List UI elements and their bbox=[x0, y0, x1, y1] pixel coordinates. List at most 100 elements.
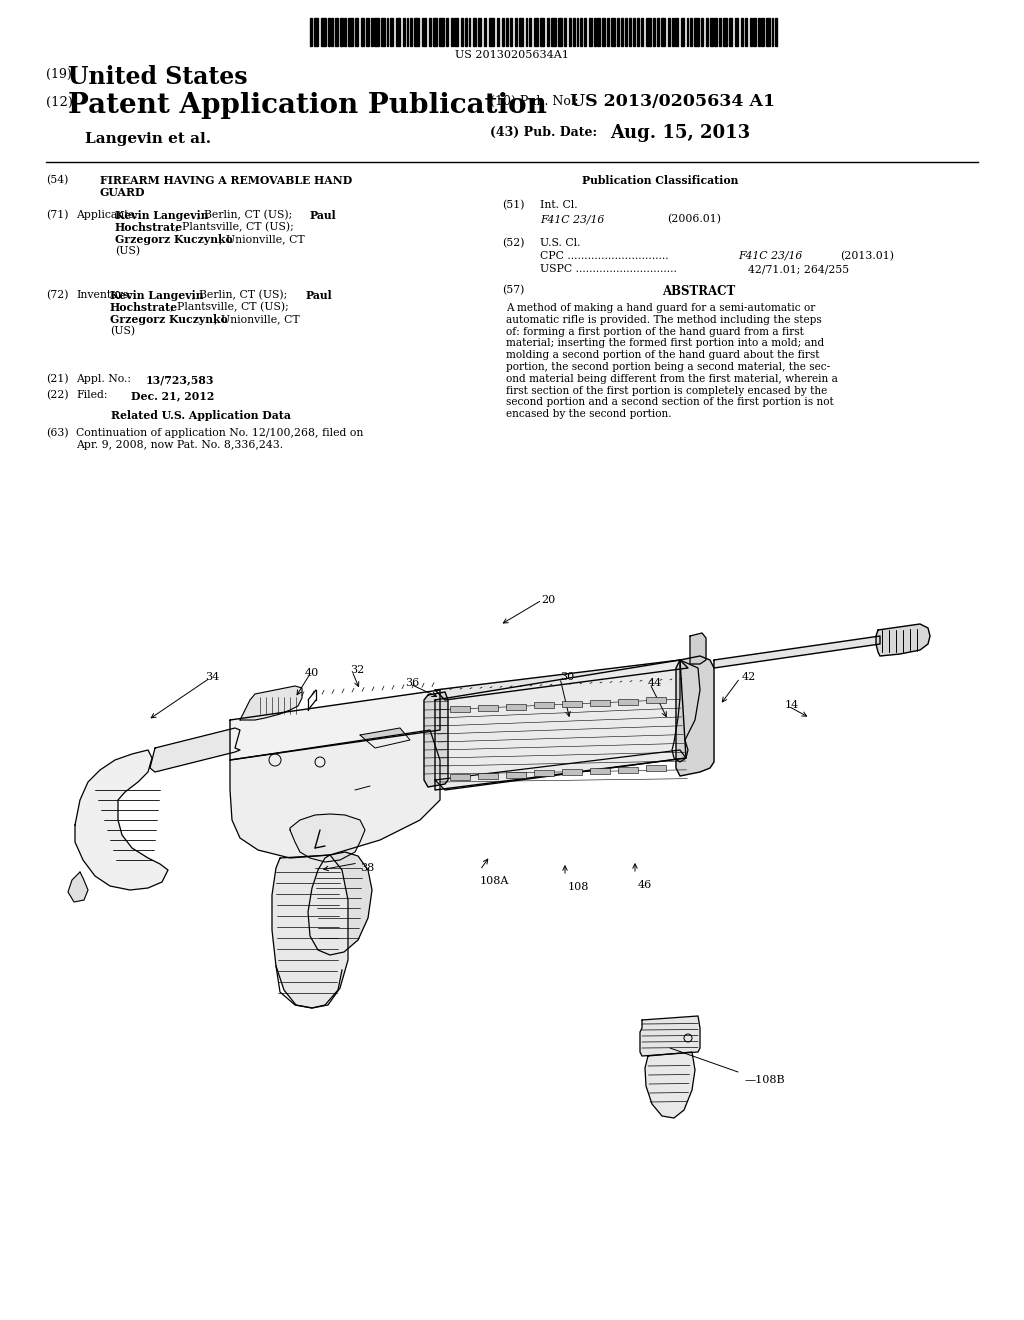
Bar bbox=[675, 18, 678, 46]
Polygon shape bbox=[230, 730, 440, 858]
Polygon shape bbox=[230, 690, 440, 760]
Bar bbox=[360, 18, 364, 46]
Text: 32: 32 bbox=[350, 665, 365, 675]
Text: Hochstrate: Hochstrate bbox=[115, 222, 183, 234]
Bar bbox=[446, 18, 449, 46]
Text: 42: 42 bbox=[742, 672, 757, 682]
Bar bbox=[381, 18, 385, 46]
Text: , Berlin, CT (US);: , Berlin, CT (US); bbox=[197, 210, 292, 220]
Bar bbox=[662, 18, 666, 46]
Bar bbox=[569, 18, 571, 46]
Text: Int. Cl.: Int. Cl. bbox=[540, 201, 578, 210]
Bar bbox=[407, 18, 409, 46]
Bar bbox=[321, 18, 326, 46]
Text: ond material being different from the first material, wherein a: ond material being different from the fi… bbox=[506, 374, 838, 384]
Bar bbox=[585, 18, 586, 46]
Bar bbox=[618, 698, 638, 705]
Bar bbox=[348, 18, 353, 46]
Bar bbox=[331, 18, 333, 46]
Text: Publication Classification: Publication Classification bbox=[582, 176, 738, 186]
Text: first section of the first portion is completely encased by the: first section of the first portion is co… bbox=[506, 385, 827, 396]
Text: automatic rifle is provided. The method including the steps: automatic rifle is provided. The method … bbox=[506, 314, 821, 325]
Text: Apr. 9, 2008, now Pat. No. 8,336,243.: Apr. 9, 2008, now Pat. No. 8,336,243. bbox=[76, 440, 283, 450]
Bar bbox=[772, 18, 773, 46]
Text: (2013.01): (2013.01) bbox=[840, 251, 894, 261]
Polygon shape bbox=[240, 686, 302, 719]
Bar bbox=[641, 18, 643, 46]
Bar bbox=[700, 18, 703, 46]
Bar bbox=[473, 18, 476, 46]
Polygon shape bbox=[272, 855, 348, 1008]
Bar bbox=[450, 774, 470, 780]
Text: 44: 44 bbox=[648, 678, 663, 688]
Bar bbox=[506, 18, 508, 46]
Bar bbox=[581, 18, 583, 46]
Bar bbox=[310, 18, 312, 46]
Bar bbox=[478, 18, 480, 46]
Bar bbox=[634, 18, 635, 46]
Bar bbox=[525, 18, 527, 46]
Text: (72): (72) bbox=[46, 290, 69, 301]
Bar bbox=[669, 18, 670, 46]
Bar bbox=[758, 18, 760, 46]
Text: Appl. No.:: Appl. No.: bbox=[76, 374, 131, 384]
Text: , Plantsville, CT (US);: , Plantsville, CT (US); bbox=[170, 302, 289, 313]
Bar bbox=[775, 18, 776, 46]
Bar bbox=[723, 18, 727, 46]
Text: (US): (US) bbox=[115, 246, 140, 256]
Text: (57): (57) bbox=[502, 285, 524, 296]
Bar bbox=[762, 18, 764, 46]
Bar bbox=[754, 18, 756, 46]
Text: Paul: Paul bbox=[310, 210, 337, 220]
Bar bbox=[483, 18, 486, 46]
Text: U.S. Cl.: U.S. Cl. bbox=[540, 238, 581, 248]
Text: Applicants:: Applicants: bbox=[76, 210, 137, 220]
Bar bbox=[366, 18, 369, 46]
Polygon shape bbox=[672, 660, 700, 762]
Bar bbox=[589, 18, 592, 46]
Bar bbox=[551, 18, 556, 46]
Bar bbox=[506, 771, 526, 777]
Bar bbox=[558, 18, 562, 46]
Bar bbox=[562, 770, 582, 775]
Text: (52): (52) bbox=[502, 238, 524, 248]
Polygon shape bbox=[360, 729, 410, 748]
Bar bbox=[478, 772, 498, 779]
Bar bbox=[534, 702, 554, 709]
Bar bbox=[562, 701, 582, 708]
Text: Kevin Langevin: Kevin Langevin bbox=[110, 290, 204, 301]
Bar bbox=[714, 18, 717, 46]
Bar bbox=[740, 18, 742, 46]
Polygon shape bbox=[640, 1016, 700, 1056]
Text: A method of making a hand guard for a semi-automatic or: A method of making a hand guard for a se… bbox=[506, 304, 815, 313]
Text: USPC ..............................: USPC .............................. bbox=[540, 264, 677, 275]
Text: (63): (63) bbox=[46, 428, 69, 438]
Polygon shape bbox=[150, 729, 240, 772]
Text: molding a second portion of the hand guard about the first: molding a second portion of the hand gua… bbox=[506, 350, 819, 360]
Text: Aug. 15, 2013: Aug. 15, 2013 bbox=[610, 124, 751, 143]
Bar bbox=[706, 18, 709, 46]
Text: (51): (51) bbox=[502, 201, 524, 210]
Polygon shape bbox=[714, 636, 880, 668]
Bar bbox=[314, 18, 318, 46]
Text: Hochstrate: Hochstrate bbox=[110, 302, 178, 313]
Text: Filed:: Filed: bbox=[76, 389, 108, 400]
Bar bbox=[745, 18, 748, 46]
Bar bbox=[519, 18, 523, 46]
Bar bbox=[577, 18, 579, 46]
Bar bbox=[625, 18, 627, 46]
Bar bbox=[729, 18, 732, 46]
Polygon shape bbox=[290, 814, 365, 862]
Polygon shape bbox=[68, 873, 88, 902]
Bar bbox=[515, 18, 517, 46]
Polygon shape bbox=[435, 660, 686, 789]
Bar bbox=[506, 704, 526, 710]
Bar bbox=[328, 18, 330, 46]
Bar bbox=[450, 706, 470, 711]
Bar bbox=[690, 18, 691, 46]
Bar bbox=[602, 18, 605, 46]
Bar bbox=[396, 18, 400, 46]
Text: 13/723,583: 13/723,583 bbox=[146, 374, 214, 385]
Text: F41C 23/16: F41C 23/16 bbox=[540, 214, 604, 224]
Polygon shape bbox=[435, 750, 686, 789]
